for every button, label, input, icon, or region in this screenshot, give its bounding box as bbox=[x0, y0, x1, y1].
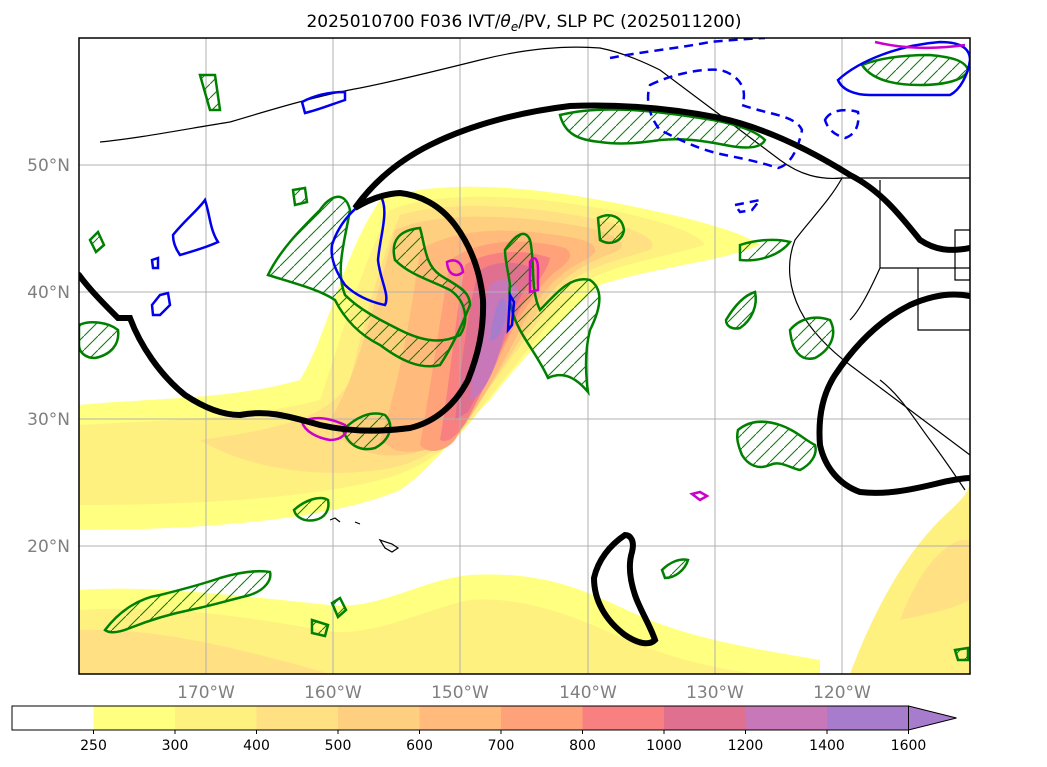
colorbar-segment bbox=[175, 706, 257, 730]
lon-label: 120°W bbox=[813, 683, 871, 703]
colorbar-segment bbox=[338, 706, 420, 730]
colorbar-segment bbox=[419, 706, 502, 730]
lat-label: 20°N bbox=[27, 537, 70, 557]
pv-high-contours bbox=[300, 40, 966, 502]
colorbar-segment bbox=[745, 706, 828, 730]
map-frame bbox=[78, 37, 971, 675]
colorbar-tick-label: 1000 bbox=[646, 738, 682, 754]
colorbar: 250 300 400 500 600 700 800 1000 1200 1400 1600 bbox=[11, 705, 957, 754]
colorbar-segment bbox=[582, 706, 665, 730]
lon-label: 170°W bbox=[177, 683, 235, 703]
colorbar-tick-label: 250 bbox=[80, 738, 107, 754]
lat-label: 30°N bbox=[27, 410, 70, 430]
colorbar-segment bbox=[12, 706, 94, 730]
lon-label: 160°W bbox=[304, 683, 362, 703]
colorbar-segment bbox=[501, 706, 583, 730]
colorbar-segment bbox=[664, 706, 746, 730]
slp-contours bbox=[79, 102, 970, 647]
lon-label: 150°W bbox=[431, 683, 489, 703]
theta-e-regions bbox=[79, 53, 970, 662]
colorbar-outline bbox=[11, 705, 909, 731]
lat-label: 50°N bbox=[27, 156, 70, 176]
colorbar-segment bbox=[93, 706, 176, 730]
colorbar-tick-label: 700 bbox=[488, 738, 515, 754]
longitude-labels: 170°W 160°W 150°W 140°W 130°W 120°W bbox=[177, 683, 871, 703]
lon-label: 140°W bbox=[559, 683, 617, 703]
colorbar-segment bbox=[827, 706, 909, 730]
colorbar-tick-label: 1400 bbox=[809, 738, 845, 754]
colorbar-tick-label: 1200 bbox=[728, 738, 764, 754]
figure-title: 2025010700 F036 IVT/θe/PV, SLP PC (20250… bbox=[306, 12, 741, 34]
colorbar-tick-label: 800 bbox=[569, 738, 596, 754]
colorbar-tick-label: 400 bbox=[243, 738, 270, 754]
colorbar-tick-label: 300 bbox=[162, 738, 189, 754]
colorbar-tick-label: 600 bbox=[406, 738, 433, 754]
colorbar-segment bbox=[256, 706, 339, 730]
lat-label: 40°N bbox=[27, 283, 70, 303]
map-panel bbox=[79, 38, 970, 674]
lon-label: 130°W bbox=[686, 683, 744, 703]
latitude-labels: 50°N 40°N 30°N 20°N bbox=[27, 156, 70, 557]
colorbar-tick-label: 500 bbox=[325, 738, 352, 754]
colorbar-extend-arrow bbox=[908, 705, 957, 731]
colorbar-tick-label: 1600 bbox=[891, 738, 927, 754]
